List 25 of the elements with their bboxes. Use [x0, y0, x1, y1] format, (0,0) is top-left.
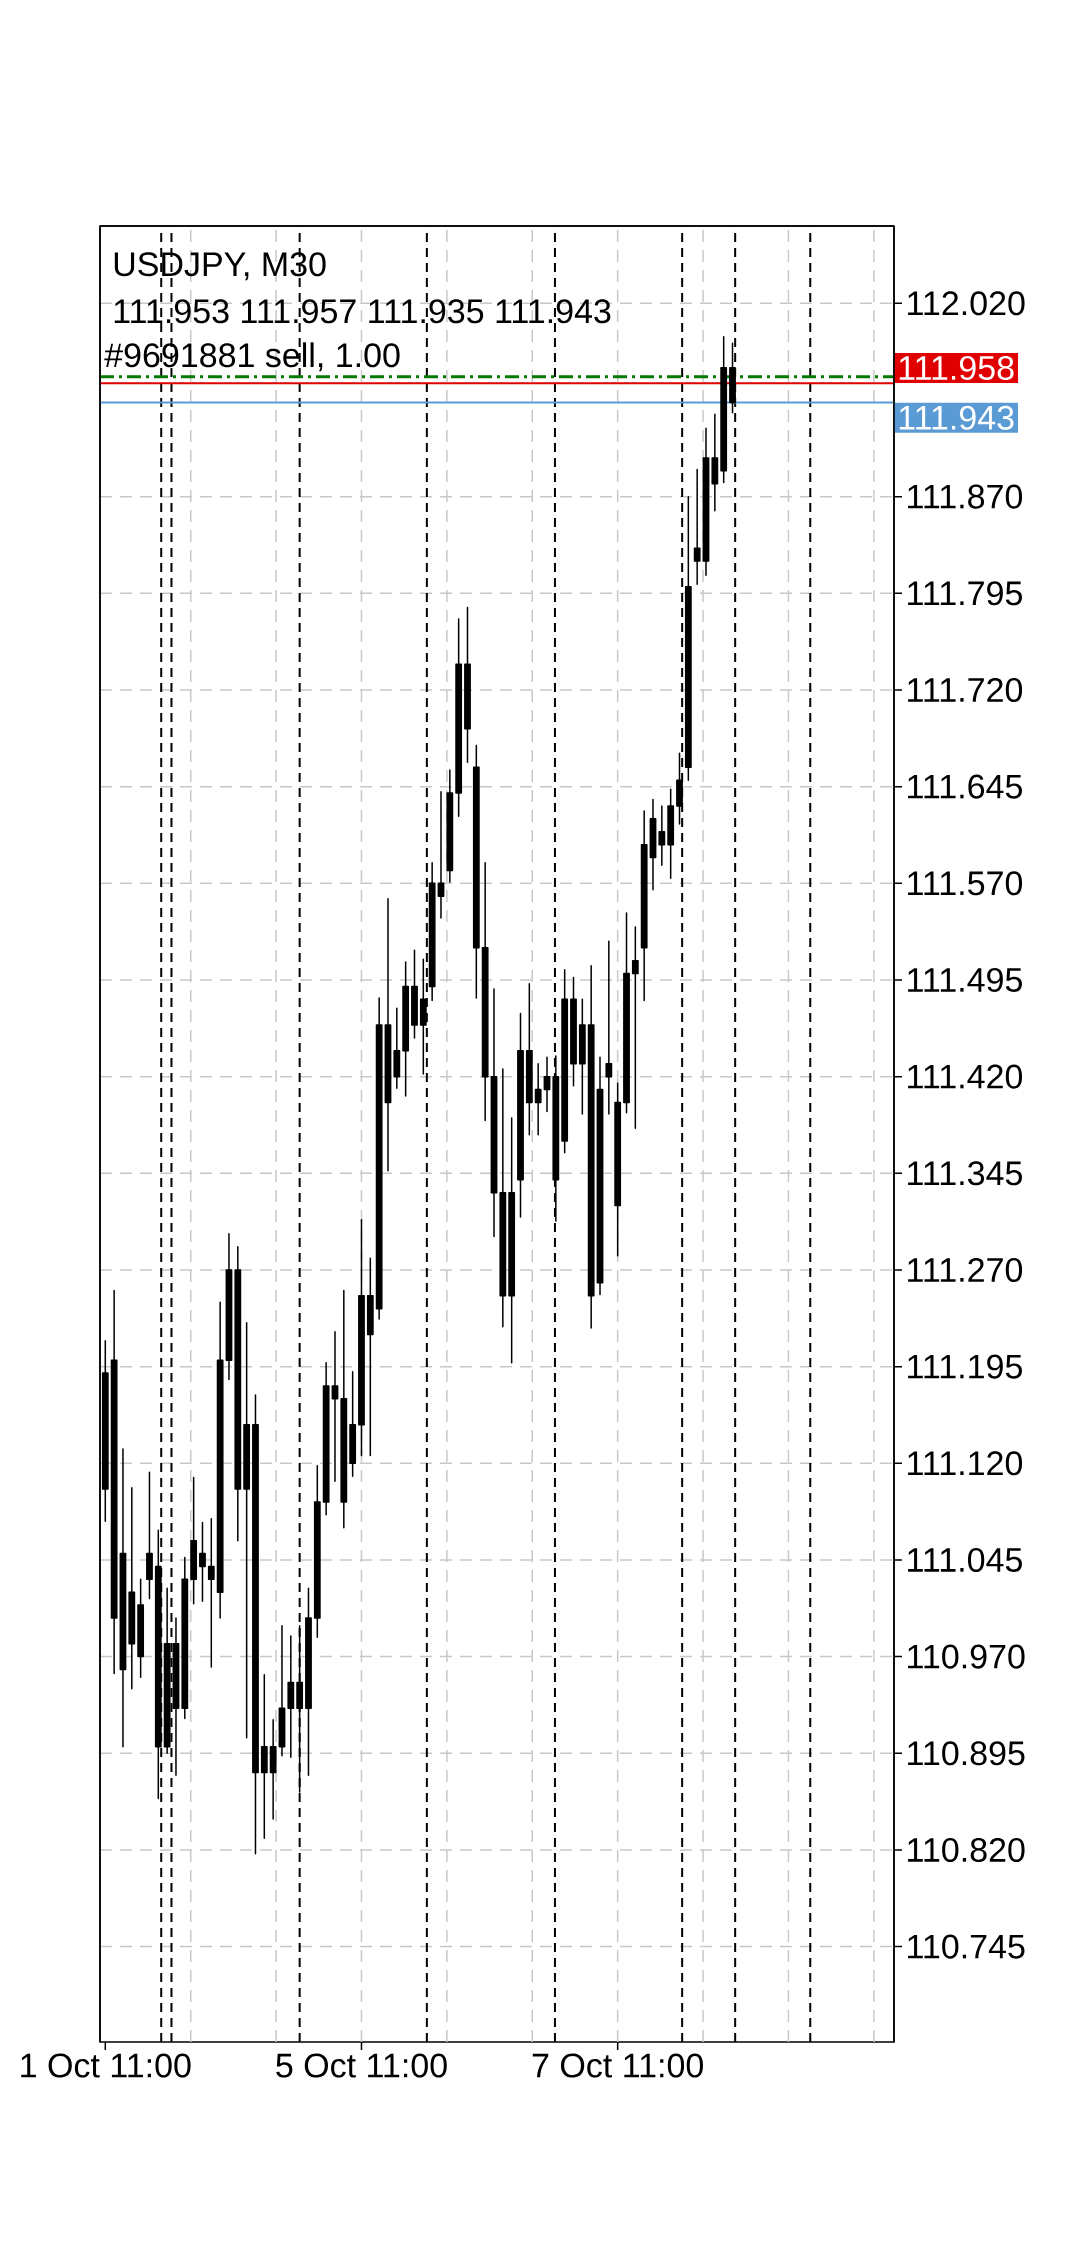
y-tick-label: 111.645 [908, 774, 1022, 799]
y-tick-label: 111.570 [908, 871, 1023, 896]
y-tick-label: 112.020 [908, 291, 1025, 316]
y-tick-label: 110.970 [908, 1644, 1025, 1669]
y-tick-label: 111.195 [908, 1354, 1022, 1379]
y-tick-label: 111.795 [908, 581, 1022, 606]
y-tick-label: 111.045 [908, 1547, 1022, 1572]
y-tick-label: 111.870 [908, 484, 1023, 509]
ref-line-label: 111.958 [899, 355, 1014, 381]
y-tick-label: 110.745 [908, 1934, 1025, 1959]
text: 111.953 111.957 111.935 111.943 [114, 299, 611, 324]
y-tick-label: 111.420 [908, 1064, 1023, 1089]
y-tick-label: 111.120 [908, 1451, 1023, 1476]
y-tick-label: 111.270 [908, 1257, 1023, 1282]
annotation: #9691881 sell, 1.00 [104, 342, 400, 372]
y-tick-label: 110.820 [908, 1837, 1025, 1862]
x-tick-label: 7 Oct 11:00 [532, 2053, 703, 2078]
x-tick-label: 5 Oct 11:00 [276, 2053, 447, 2078]
y-tick-label: 110.895 [908, 1741, 1025, 1766]
y-tick-label: 111.345 [908, 1161, 1022, 1186]
x-tick-label: 1 Oct 11:00 [21, 2053, 191, 2078]
text: USDJPY, M30 [114, 252, 326, 281]
y-tick-label: 111.495 [908, 967, 1022, 992]
ref-line-label: 111.943 [899, 405, 1014, 430]
y-tick-label: 111.720 [908, 677, 1023, 702]
